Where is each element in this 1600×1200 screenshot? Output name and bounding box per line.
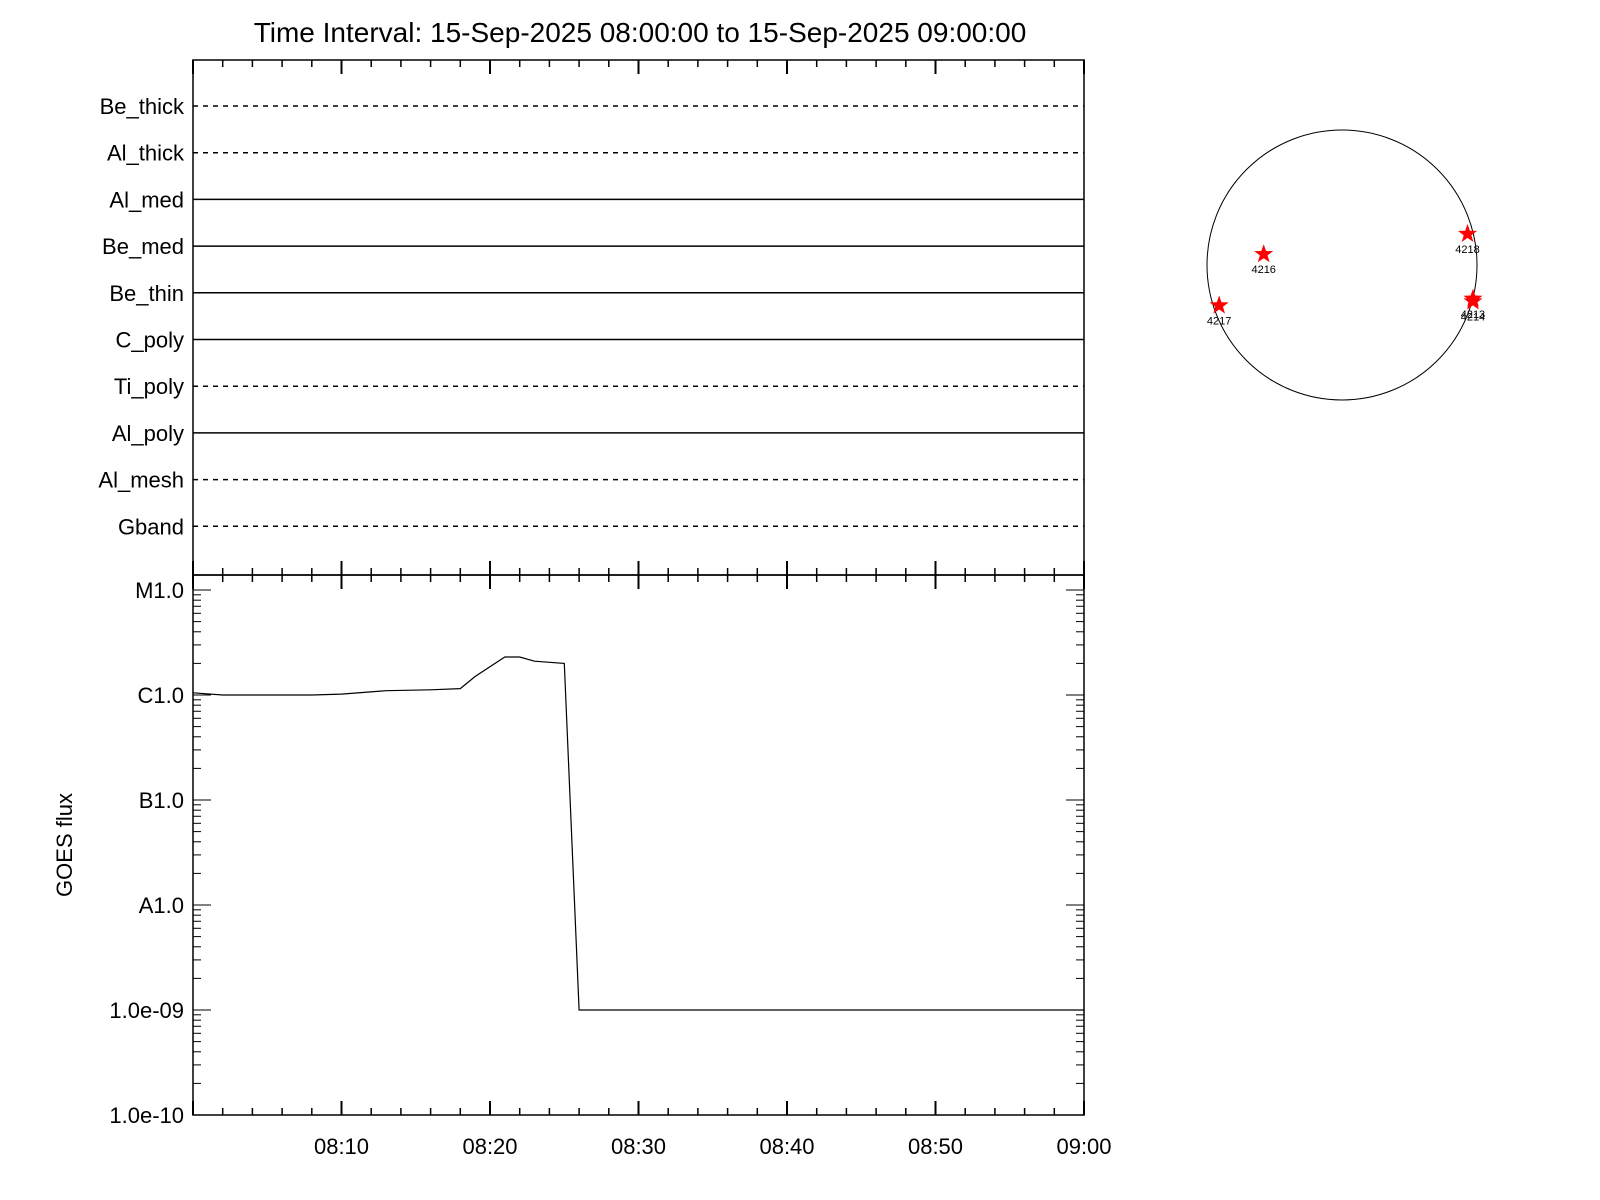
x-tick-label: 09:00: [1056, 1134, 1111, 1159]
active-region-marker: [1458, 223, 1478, 242]
y-tick-label: M1.0: [135, 578, 184, 603]
filter-label-al-mesh: Al_mesh: [98, 468, 184, 493]
filter-panel-ticks: [192, 60, 1085, 575]
x-axis-tick-labels: 08:10 08:20 08:30 08:40 08:50 09:00: [314, 1134, 1112, 1159]
active-region-marker: [1254, 244, 1274, 263]
y-tick-label: A1.0: [139, 893, 184, 918]
x-tick-label: 08:40: [759, 1134, 814, 1159]
active-region-label: 4217: [1207, 316, 1231, 328]
goes-panel: M1.0 C1.0 B1.0 A1.0 1.0e-09 1.0e-10 08:10 08:2…: [52, 574, 1112, 1159]
filter-panel: Be_thick Al_thick Al_med Be_med Be_thin C_pol…: [98, 59, 1085, 576]
filter-label-be-thin: Be_thin: [109, 281, 184, 306]
filter-label-gband: Gband: [118, 514, 184, 539]
active-region-marker: [1209, 295, 1229, 314]
filter-label-al-thick: Al_thick: [107, 141, 185, 166]
x-tick-label: 08:10: [314, 1134, 369, 1159]
goes-panel-ticks: [192, 575, 1085, 1116]
x-tick-label: 08:50: [908, 1134, 963, 1159]
y-tick-label: 1.0e-10: [109, 1103, 184, 1128]
filter-label-ti-poly: Ti_poly: [114, 374, 184, 399]
filter-label-be-thick: Be_thick: [100, 94, 185, 119]
goes-panel-frame: [192, 574, 1085, 1116]
active-region-label: 4216: [1251, 264, 1275, 276]
goes-flux-line: [192, 656, 1084, 1011]
x-tick-label: 08:30: [611, 1134, 666, 1159]
filter-label-al-med: Al_med: [109, 187, 184, 212]
filter-label-be-med: Be_med: [102, 234, 184, 259]
y-axis-tick-labels: M1.0 C1.0 B1.0 A1.0 1.0e-09 1.0e-10: [109, 578, 184, 1128]
active-region-label: 4213: [1461, 309, 1485, 321]
filter-panel-frame: [192, 59, 1085, 576]
active-region-label: 4218: [1455, 244, 1479, 256]
active-region-label: 4214: [1461, 311, 1485, 323]
y-axis-label: GOES flux: [52, 793, 77, 897]
filter-label-c-poly: C_poly: [116, 328, 184, 353]
active-region-marker: [1463, 291, 1483, 310]
filter-rows: Be_thick Al_thick Al_med Be_med Be_thin C_pol…: [98, 94, 1084, 539]
y-tick-label: C1.0: [138, 683, 184, 708]
y-tick-label: B1.0: [139, 788, 184, 813]
y-tick-label: 1.0e-09: [109, 998, 184, 1023]
solar-disk-limb: [1206, 129, 1478, 401]
filter-label-al-poly: Al_poly: [112, 421, 184, 446]
x-tick-label: 08:20: [462, 1134, 517, 1159]
chart-title: Time Interval: 15-Sep-2025 08:00:00 to 1…: [254, 17, 1027, 48]
